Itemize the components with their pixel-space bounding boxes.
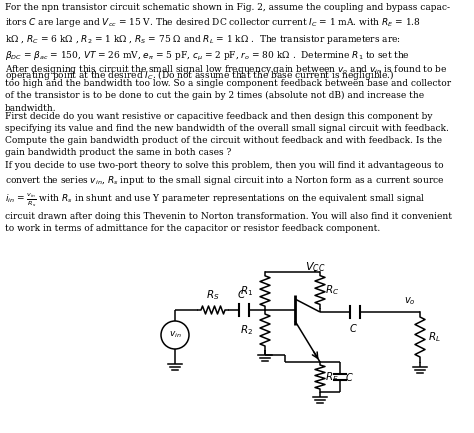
Text: $R_C$: $R_C$: [325, 283, 339, 297]
Text: $R_L$: $R_L$: [428, 330, 441, 344]
Text: $C$: $C$: [348, 322, 357, 334]
Text: After designing this circuit the small signal low frequency gain between $v_o$ a: After designing this circuit the small s…: [5, 63, 451, 113]
Text: $R_S$: $R_S$: [206, 288, 220, 302]
Text: $C$: $C$: [345, 371, 354, 383]
Text: First decide do you want resistive or capacitive feedback and then design this c: First decide do you want resistive or ca…: [5, 112, 449, 158]
Text: $R_E$: $R_E$: [325, 370, 339, 384]
Text: $R_1$: $R_1$: [240, 284, 253, 298]
Text: $v_{in}$: $v_{in}$: [169, 330, 182, 340]
Text: If you decide to use two-port theory to solve this problem, then you will find i: If you decide to use two-port theory to …: [5, 161, 452, 233]
Text: $C$: $C$: [237, 288, 246, 300]
Text: For the npn transistor circuit schematic shown in Fig. 2, assume the coupling an: For the npn transistor circuit schematic…: [5, 3, 450, 81]
Text: $v_o$: $v_o$: [404, 295, 416, 307]
Text: $R_2$: $R_2$: [240, 323, 253, 337]
Text: $V_{CC}$: $V_{CC}$: [305, 260, 325, 274]
